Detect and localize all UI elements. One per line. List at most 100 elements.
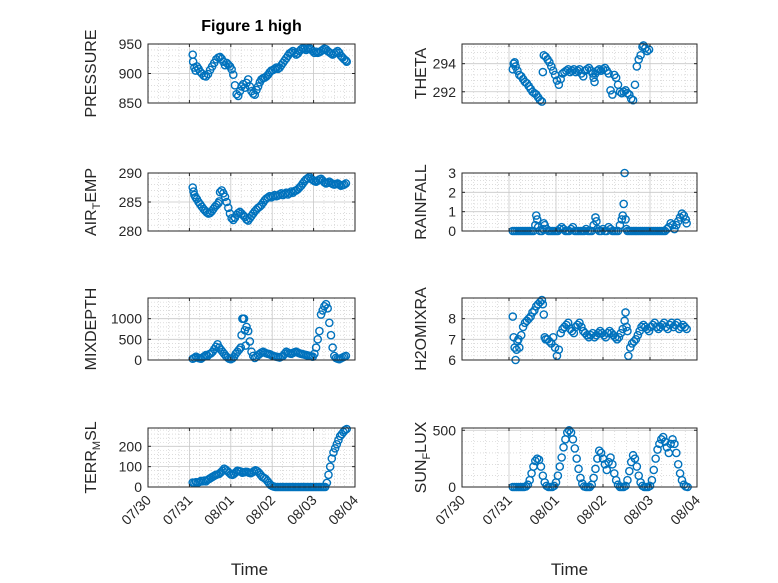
data-point — [576, 473, 585, 483]
data-point — [672, 448, 681, 458]
data-point — [591, 464, 600, 474]
data-point — [233, 91, 243, 101]
data-point — [526, 312, 535, 321]
data-point — [236, 343, 246, 352]
y-tick-label: 280 — [119, 223, 143, 239]
data-point — [538, 299, 548, 309]
y-tick-label: 1000 — [111, 311, 142, 327]
data-point — [630, 454, 640, 463]
data-point — [233, 208, 243, 218]
data-point — [637, 322, 646, 332]
data-point — [332, 439, 342, 449]
data-point — [602, 465, 612, 475]
y-tick-label: 0 — [448, 479, 456, 495]
data-point — [622, 322, 631, 332]
y-tick-label: 900 — [119, 66, 143, 82]
data-point — [677, 475, 687, 485]
data-point — [325, 318, 334, 328]
x-axis-label: Time — [231, 560, 268, 579]
data-point — [521, 482, 531, 491]
data-point — [633, 330, 643, 340]
y-tick-label: 200 — [119, 438, 143, 454]
x-tick-label: 08/04 — [325, 492, 361, 528]
data-point — [611, 475, 621, 485]
y-axis-label: SUNFLUX — [413, 421, 433, 493]
data-point — [341, 351, 351, 361]
chart-title: Figure 1 high — [201, 18, 301, 35]
data-point — [617, 215, 627, 224]
data-point — [621, 308, 630, 317]
data-point — [272, 63, 281, 72]
y-tick-label: 7 — [448, 331, 456, 347]
y-tick-label: 950 — [119, 36, 143, 52]
subplot-1: 850 900 950 PRESSURE Figure 1 high — [83, 18, 356, 118]
data-point — [552, 76, 562, 85]
data-point — [589, 73, 598, 83]
data-point — [245, 82, 255, 91]
data-point — [339, 180, 349, 189]
data-point — [630, 80, 640, 90]
data-point — [516, 330, 526, 340]
data-point — [531, 211, 541, 220]
y-tick-label: 6 — [448, 352, 456, 368]
plot-area — [148, 428, 355, 487]
data-point — [324, 470, 333, 480]
y-axis-label: TERRMSL — [83, 421, 103, 493]
data-point — [681, 215, 691, 224]
y-tick-label: 294 — [433, 56, 457, 72]
data-point — [253, 82, 263, 91]
y-tick-label: 292 — [433, 84, 457, 100]
x-tick-label: 08/03 — [284, 492, 320, 528]
data-point — [531, 456, 540, 466]
subplot-6: 6 7 8 H2OMIXRA — [413, 287, 698, 371]
y-axis-label: MIXDEPTH — [83, 288, 100, 371]
y-axis-label: RAINFALL — [413, 164, 430, 240]
data-point — [201, 72, 211, 81]
data-point — [590, 77, 599, 87]
data-point — [342, 57, 352, 67]
data-point — [508, 312, 518, 321]
data-point — [680, 322, 690, 332]
data-point — [311, 343, 321, 352]
x-tick-label: 08/04 — [667, 492, 703, 528]
x-tick-label: 08/02 — [573, 492, 609, 528]
data-point — [631, 335, 641, 344]
data-point — [649, 465, 659, 475]
data-point — [642, 46, 652, 56]
data-point — [601, 332, 611, 342]
x-tick-label: 08/03 — [620, 492, 656, 528]
data-point — [536, 462, 546, 471]
x-tick-label: 07/30 — [118, 492, 154, 528]
data-point — [330, 444, 340, 453]
data-point — [245, 337, 255, 346]
data-point — [327, 454, 337, 463]
data-point — [222, 197, 231, 207]
data-point — [625, 343, 635, 352]
data-point — [511, 62, 520, 71]
data-point — [227, 65, 236, 74]
y-tick-label: 1 — [448, 204, 456, 220]
data-point — [593, 66, 602, 75]
data-point — [668, 435, 677, 444]
data-point — [539, 310, 549, 319]
data-point — [570, 444, 580, 453]
data-point — [553, 471, 563, 480]
data-point — [538, 67, 548, 77]
data-point — [548, 66, 558, 75]
data-point — [313, 335, 323, 344]
data-point — [614, 332, 624, 342]
data-point — [515, 343, 524, 352]
data-point — [202, 208, 212, 217]
subplot-5: 0 500 1000 MIXDEPTH — [83, 288, 356, 371]
data-point — [651, 454, 660, 463]
data-point — [537, 295, 547, 305]
data-point — [568, 435, 578, 444]
data-point — [676, 322, 686, 332]
data-point — [326, 330, 336, 340]
data-point — [670, 439, 679, 449]
data-point — [242, 322, 251, 332]
data-point — [270, 64, 279, 74]
data-point — [578, 72, 588, 81]
y-tick-label: 3 — [448, 165, 456, 181]
